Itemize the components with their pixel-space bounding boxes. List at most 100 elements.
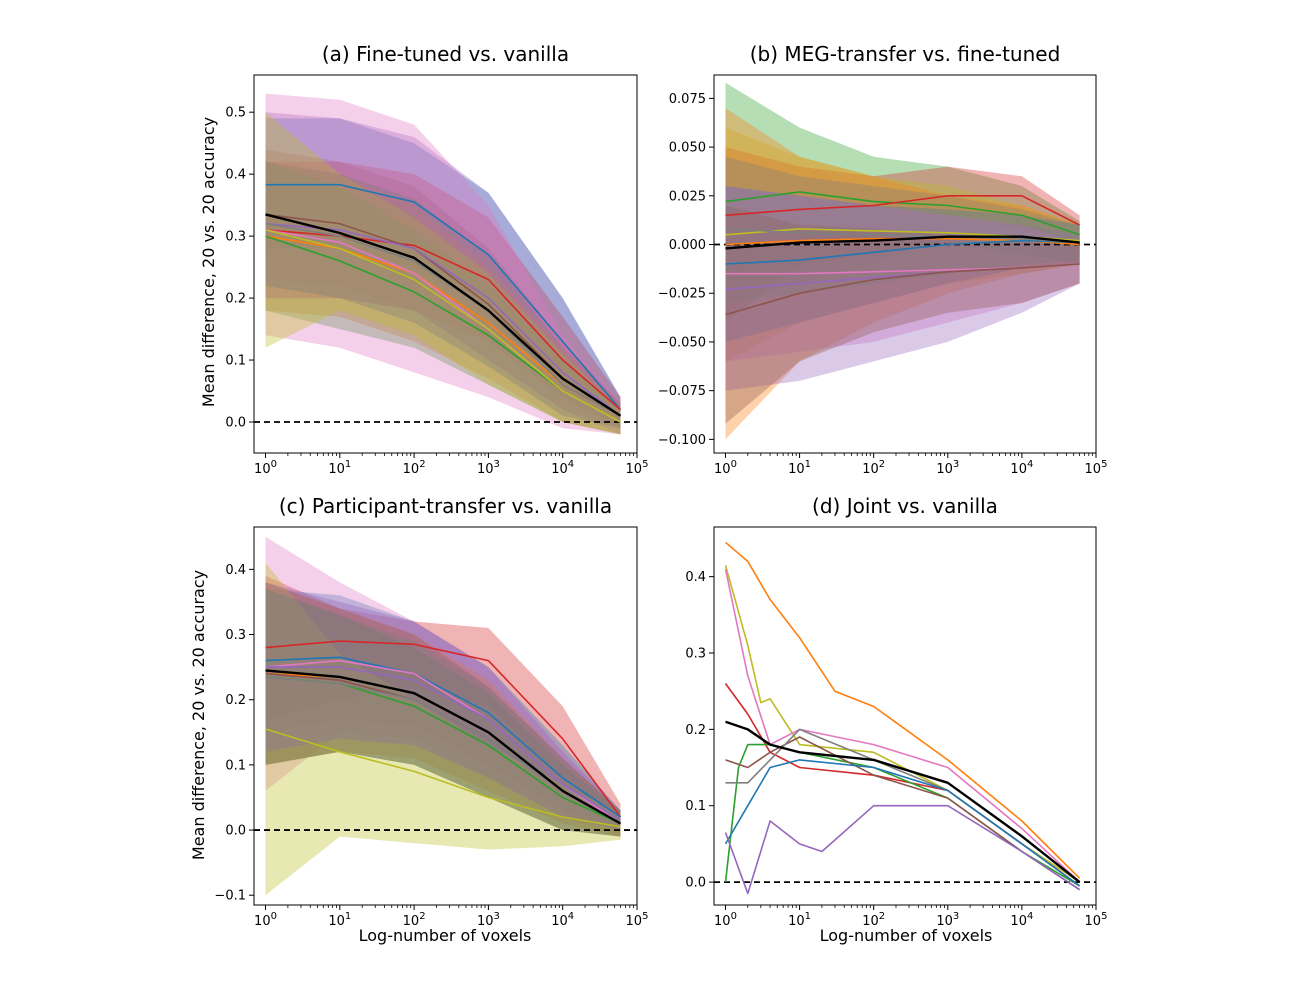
series-line-olive (724, 564, 1081, 883)
series-line-blue (265, 656, 621, 818)
x-tick-label: 100 (714, 911, 737, 929)
band-red (725, 147, 1080, 303)
y-tick-label: 0.5 (225, 106, 246, 121)
y-tick-label: 0.2 (685, 723, 706, 738)
x-tick-label: 104 (551, 459, 574, 477)
series-line-mean (725, 720, 1081, 884)
y-axis-label-top: Mean difference, 20 vs. 20 accuracy (199, 117, 218, 407)
band-orange (725, 108, 1080, 440)
chart-panel-1: 100 101 102 103 104 105 −0.100 −0.075 −0.050 −0.0… (658, 42, 1108, 477)
series-line-mean (725, 235, 1080, 250)
x-tick-label: 101 (788, 459, 811, 477)
y-tick-label: 0.3 (225, 628, 246, 643)
axes-frame (253, 526, 638, 906)
x-tick-label: 100 (254, 911, 277, 929)
plot-area (714, 82, 1096, 440)
y-tick-label: 0.3 (225, 230, 246, 245)
band-green (265, 588, 621, 837)
x-tick-label: 102 (403, 459, 426, 477)
axes-frame (713, 526, 1097, 906)
chart-panel-2: 100 101 102 103 104 105 −0.1 0.0 0.1 0.2 0.3 0.4 (c)… (214, 494, 648, 929)
y-tick-label: 0.4 (685, 570, 706, 585)
x-tick-label: 102 (862, 911, 885, 929)
series-line-gray (725, 228, 1080, 244)
series-line-blue (265, 183, 622, 411)
x-tick-label: 100 (254, 459, 277, 477)
y-tick-label: 0.0 (225, 416, 246, 431)
series-line-red (265, 229, 622, 411)
x-tick-label: 101 (788, 911, 811, 929)
band-pink (265, 536, 621, 837)
x-axis-label-c: Log-number of voxels (359, 926, 532, 945)
y-tick-label: 0.050 (669, 141, 706, 156)
band-blue (725, 186, 1080, 342)
series-line-orange (724, 541, 1081, 879)
y-tick-label: 0.4 (225, 563, 246, 578)
y-tick-label: 0.075 (669, 92, 706, 107)
y-tick-label: 0.1 (225, 354, 246, 369)
chart-title: (b) MEG-transfer vs. fine-tuned (750, 42, 1061, 66)
x-tick-label: 104 (1010, 911, 1033, 929)
y-tick-label: −0.100 (658, 433, 706, 448)
axes-frame (253, 74, 638, 454)
plot-area (254, 93, 637, 435)
band-red (265, 575, 621, 824)
y-tick-label: −0.075 (658, 384, 706, 399)
band-olive (265, 562, 621, 896)
y-tick-label: −0.050 (658, 335, 706, 350)
y-tick-label: 0.1 (685, 799, 706, 814)
series-line-brown (725, 263, 1080, 316)
series-line-purple (724, 804, 1081, 895)
y-tick-label: −0.1 (214, 889, 246, 904)
x-tick-label: 105 (626, 459, 649, 477)
series-line-blue (724, 759, 1081, 887)
y-tick-label: 0.2 (225, 292, 246, 307)
x-tick-label: 101 (328, 911, 351, 929)
y-tick-label: 0.0 (225, 824, 246, 839)
series-line-red (725, 195, 1080, 226)
y-axis-label-bottom: Mean difference, 20 vs. 20 accuracy (189, 570, 208, 860)
x-tick-label: 102 (862, 459, 885, 477)
y-tick-label: 0.025 (669, 189, 706, 204)
plot-area (714, 541, 1096, 895)
series-line-mean (265, 669, 622, 825)
x-axis-label-d: Log-number of voxels (820, 926, 993, 945)
chart-panel-3: 100 101 102 103 104 105 0.0 0.1 0.2 0.3 0.4 (d) Joi… (685, 494, 1107, 929)
axes-frame (713, 74, 1097, 454)
x-tick-label: 105 (1085, 459, 1108, 477)
series-line-purple (265, 666, 621, 821)
series-line-brown (725, 736, 1081, 891)
y-tick-label: 0.1 (225, 758, 246, 773)
x-tick-label: 103 (936, 911, 959, 929)
x-tick-label: 103 (936, 459, 959, 477)
band-olive (725, 127, 1080, 362)
x-tick-label: 101 (328, 459, 351, 477)
series-line-gray (265, 222, 621, 417)
x-tick-label: 103 (477, 459, 500, 477)
x-tick-label: 100 (714, 459, 737, 477)
y-tick-label: 0.3 (685, 647, 706, 662)
chart-panel-0: 100 101 102 103 104 105 0.0 0.1 0.2 0.3 0.4 0.5 (a) … (225, 42, 648, 477)
series-line-olive (265, 229, 621, 423)
x-tick-label: 105 (1085, 911, 1108, 929)
y-tick-label: 0.0 (685, 876, 706, 891)
plot-area (254, 536, 637, 896)
band-gray (265, 588, 621, 837)
band-purple (265, 582, 621, 831)
series-line-mean (265, 213, 622, 417)
x-tick-label: 103 (477, 911, 500, 929)
x-tick-label: 105 (626, 911, 649, 929)
x-tick-label: 104 (1010, 459, 1033, 477)
y-tick-label: 0.000 (669, 238, 706, 253)
series-line-olive (265, 728, 621, 828)
chart-title: (d) Joint vs. vanilla (812, 494, 998, 518)
chart-title: (c) Participant-transfer vs. vanilla (279, 494, 612, 518)
series-line-blue (725, 239, 1080, 265)
y-tick-label: 0.2 (225, 693, 246, 708)
series-line-green (725, 191, 1080, 236)
series-line-pink (724, 568, 1081, 883)
y-tick-label: −0.025 (658, 287, 706, 302)
band-brown (725, 205, 1080, 424)
x-tick-label: 104 (551, 911, 574, 929)
